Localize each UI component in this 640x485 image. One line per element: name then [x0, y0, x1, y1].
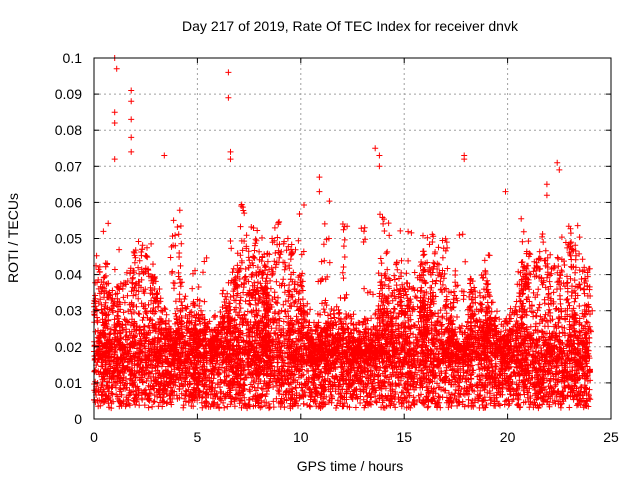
y-tick-label: 0.05 — [55, 231, 82, 247]
x-tick-label: 25 — [603, 429, 619, 445]
y-tick-label: 0.01 — [55, 375, 82, 391]
y-tick-label: 0.03 — [55, 303, 82, 319]
x-tick-label: 20 — [500, 429, 516, 445]
y-tick-label: 0.1 — [63, 50, 83, 66]
x-tick-label: 10 — [293, 429, 309, 445]
y-tick-label: 0.06 — [55, 194, 82, 210]
y-tick-label: 0.07 — [55, 158, 82, 174]
y-tick-label: 0 — [74, 411, 82, 427]
chart-title: Day 217 of 2019, Rate Of TEC Index for r… — [182, 18, 519, 34]
data-point-markers — [91, 55, 596, 412]
x-tick-label: 0 — [90, 429, 98, 445]
y-tick-label: 0.04 — [55, 267, 82, 283]
y-tick-label: 0.08 — [55, 122, 82, 138]
x-tick-label: 15 — [396, 429, 412, 445]
y-axis-label: ROTI / TECUs — [5, 193, 21, 283]
y-tick-label: 0.09 — [55, 86, 82, 102]
x-axis-label: GPS time / hours — [297, 458, 404, 474]
x-tick-label: 5 — [194, 429, 202, 445]
data-points — [91, 55, 596, 412]
axes: 0 5 10 15 20 25 0 0.01 0.02 0.03 0.04 0.05 0.06 0.07 0… — [55, 50, 619, 445]
y-tick-label: 0.02 — [55, 339, 82, 355]
